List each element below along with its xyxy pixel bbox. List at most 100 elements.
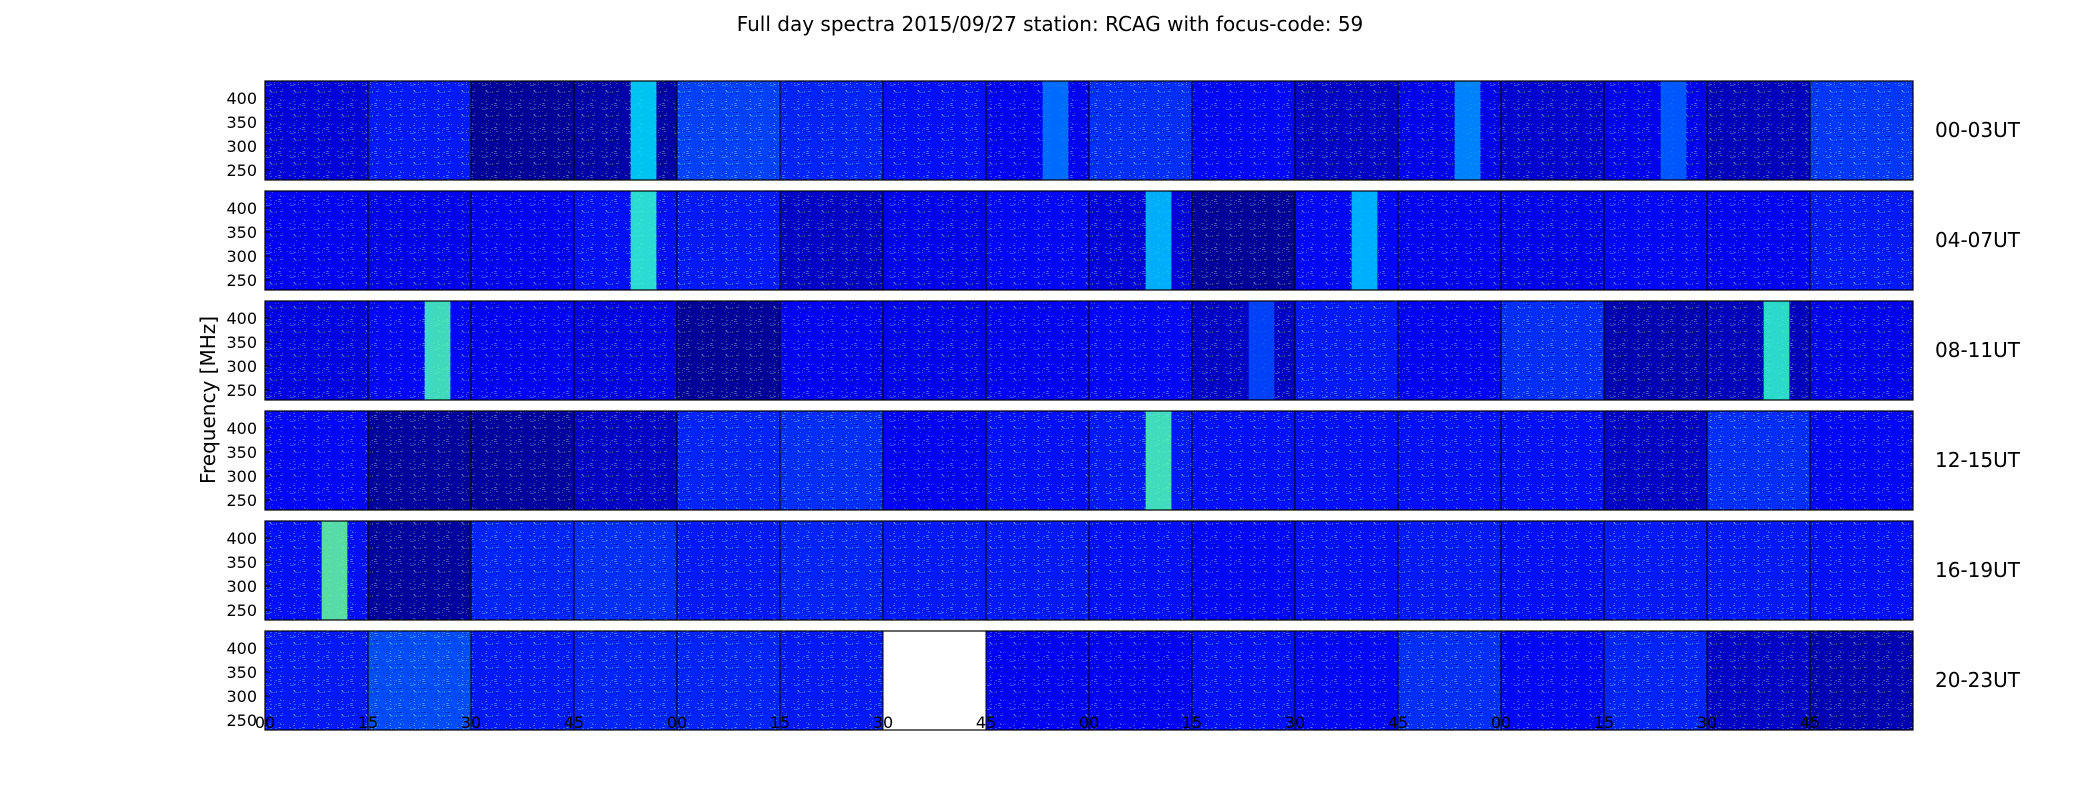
spectrum-texture [1810,631,1913,730]
spectrum-texture [574,301,677,400]
spectrum-texture [1295,81,1398,180]
spectrum-texture [1089,411,1192,510]
spectrum-texture [1398,411,1501,510]
y-tick-label: 400 [226,419,257,438]
spectrum-texture [1398,191,1501,290]
spectrum-texture [1810,191,1913,290]
x-tick-label: 30 [461,713,481,732]
spectrum-texture [1604,631,1707,730]
row-frame [264,520,1914,621]
y-tick-label: 300 [226,247,257,266]
spectrum-texture [368,631,471,730]
burst-stripe [1042,81,1069,180]
burst-stripe [321,521,348,620]
y-tick-label: 250 [226,491,257,510]
spectrum-texture [1501,521,1604,620]
x-tick-label: 00 [1491,713,1511,732]
y-tick-label: 400 [226,529,257,548]
spectrum-texture [1192,521,1295,620]
spectrum-texture [265,521,368,620]
spectrum-texture [1398,521,1501,620]
row-time-label: 12-15UT [1935,448,2021,472]
y-tick-label: 350 [226,223,257,242]
spectrum-texture [986,301,1089,400]
spectrum-texture [471,191,574,290]
spectra-panels: 400 350 300 250 00-03UT 400 350 300 250 04-07UT 40… [226,80,2021,732]
spectrum-texture [1810,301,1913,400]
y-axis-label: Frequency [MHz] [196,316,220,484]
spectrum-texture [368,301,471,400]
row-frame [264,300,1914,401]
spectrum-texture [1501,191,1604,290]
burst-stripe [424,301,451,400]
spectrum-texture [1707,191,1810,290]
row-time-label: 00-03UT [1935,118,2021,142]
y-tick-label: 350 [226,553,257,572]
x-tick-label: 15 [770,713,790,732]
spectrum-texture [883,521,986,620]
spectrum-texture [368,521,471,620]
spectrum-texture [265,81,368,180]
spectrum-texture [368,81,471,180]
spectrum-texture [780,411,883,510]
spectrum-texture [1604,191,1707,290]
y-tick-label: 400 [226,199,257,218]
spectrum-texture [1089,191,1192,290]
y-tick-label: 350 [226,113,257,132]
y-tick-label: 300 [226,137,257,156]
burst-stripe [1454,81,1481,180]
spectrum-texture [677,411,780,510]
spectra-row: 400 350 300 250 12-15UT [226,410,2021,511]
y-tick-label: 250 [226,381,257,400]
y-tick-label: 250 [226,271,257,290]
chart-title: Full day spectra 2015/09/27 station: RCA… [737,12,1364,36]
spectrum-texture [574,521,677,620]
spectrum-texture [986,81,1089,180]
burst-stripe [1145,411,1172,510]
spectrum-texture [1707,631,1810,730]
spectrum-texture [1810,411,1913,510]
spectrum-texture [883,191,986,290]
y-tick-label: 400 [226,639,257,658]
spectrum-texture [1501,301,1604,400]
y-tick-label: 250 [226,161,257,180]
burst-stripe [1763,301,1790,400]
spectrum-texture [1707,411,1810,510]
burst-stripe [630,81,657,180]
empty-cell [883,631,986,730]
y-tick-label: 250 [226,601,257,620]
row-frame [264,80,1914,181]
burst-stripe [630,191,657,290]
spectrum-texture [1295,411,1398,510]
burst-stripe [1248,301,1275,400]
spectrum-texture [1192,191,1295,290]
spectrum-texture [1501,411,1604,510]
spectrum-texture [1295,521,1398,620]
spectrum-texture [1089,521,1192,620]
spectrum-texture [780,191,883,290]
spectrum-texture [574,631,677,730]
spectrum-texture [1089,631,1192,730]
spectrum-texture [471,411,574,510]
spectrum-texture [574,81,677,180]
y-tick-label: 300 [226,357,257,376]
spectrum-texture [780,521,883,620]
x-tick-label: 45 [1388,713,1408,732]
spectrum-texture [1501,631,1604,730]
x-tick-label: 30 [873,713,893,732]
spectrum-texture [1707,521,1810,620]
x-tick-label: 15 [358,713,378,732]
row-time-label: 04-07UT [1935,228,2021,252]
y-tick-label: 300 [226,687,257,706]
spectrum-texture [677,521,780,620]
x-tick-label: 45 [1800,713,1820,732]
spectrum-texture [677,191,780,290]
spectra-row: 400 350 300 250 20-23UT [226,630,2021,731]
spectra-row: 400 350 300 250 08-11UT [226,300,2021,401]
spectrum-texture [368,411,471,510]
spectrum-texture [1707,301,1810,400]
x-tick-label: 00 [667,713,687,732]
spectrum-texture [1604,411,1707,510]
spectrum-texture [677,631,780,730]
